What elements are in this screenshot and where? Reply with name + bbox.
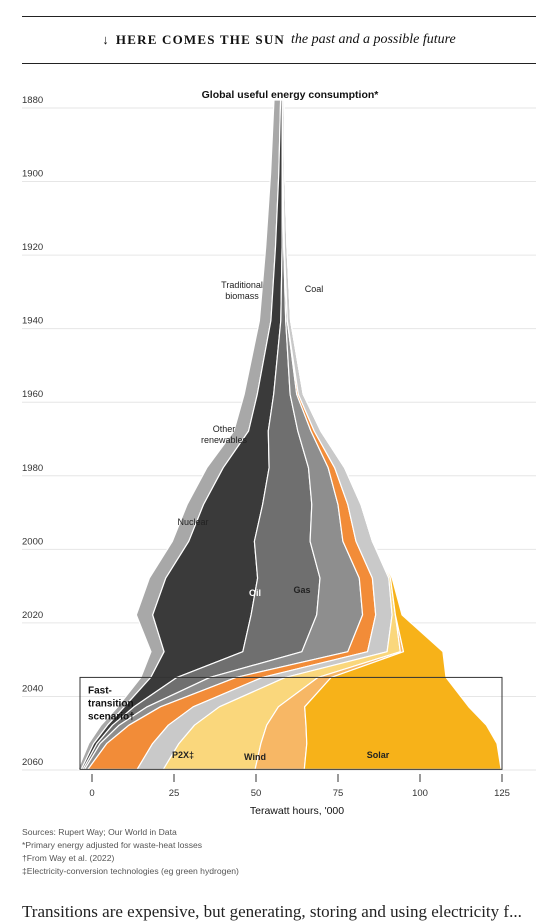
article-body-text: Transitions are expensive, but generatin… <box>22 902 522 921</box>
series-label-other-renewables: renewables <box>201 435 248 445</box>
year-label-1900: 1900 <box>22 169 43 180</box>
year-label-1980: 1980 <box>22 463 43 474</box>
x-axis-label: Terawatt hours, '000 <box>250 805 344 817</box>
series-label-traditional-biomass: Traditional <box>221 280 263 290</box>
year-label-1960: 1960 <box>22 389 43 400</box>
x-tick-label-125: 125 <box>494 788 510 799</box>
source-notes: Sources: Rupert Way; Our World in Data *… <box>22 826 239 878</box>
header-subtitle: the past and a possible future <box>291 32 456 47</box>
x-tick-label-25: 25 <box>169 788 180 799</box>
axis-layer: 1880 1900 1920 1940 1960 1980 2000 2020 2040 2060… <box>22 95 510 799</box>
series-label-coal: Coal <box>305 284 324 294</box>
footnote-1: *Primary energy adjusted for waste-heat … <box>22 840 203 850</box>
header-bar: ↓ HERE COMES THE SUN the past and a poss… <box>22 16 536 64</box>
x-tick-label-50: 50 <box>251 788 262 799</box>
year-label-1880: 1880 <box>22 95 43 106</box>
series-label-wind: Wind <box>244 752 266 762</box>
year-label-2000: 2000 <box>22 536 43 547</box>
series-label-nuclear: Nuclear <box>177 517 208 527</box>
series-label-oil: Oil <box>249 588 261 598</box>
sources-text: Sources: Rupert Way; Our World in Data <box>22 827 177 837</box>
x-tick-label-75: 75 <box>333 788 344 799</box>
x-tick-label-0: 0 <box>89 788 94 799</box>
series-label-gas: Gas <box>293 585 310 595</box>
series-label-traditional-biomass: biomass <box>225 291 259 301</box>
scenario-box <box>79 676 503 770</box>
year-label-1940: 1940 <box>22 316 43 327</box>
scenario-label-line: Fast- <box>88 685 112 696</box>
year-label-2040: 2040 <box>22 683 43 694</box>
area-layer <box>77 99 502 770</box>
header-kicker: HERE COMES THE SUN <box>115 32 286 47</box>
chart-title: Global useful energy consumption* <box>202 89 380 101</box>
year-label-2060: 2060 <box>22 757 43 768</box>
footnote-2: †From Way et al. (2022) <box>22 853 115 863</box>
year-label-1920: 1920 <box>22 242 43 253</box>
year-label-2020: 2020 <box>22 610 43 621</box>
x-tick-label-100: 100 <box>412 788 428 799</box>
down-arrow-icon: ↓ <box>102 32 110 47</box>
series-label-other-renewables: Other <box>213 424 236 434</box>
energy-chart: Fast-transition scenario† Traditionalbiom… <box>22 89 536 817</box>
scenario-box-layer: Fast-transition scenario† <box>79 676 503 770</box>
series-label-p2x-: P2X‡ <box>172 750 194 760</box>
scenario-label-line: scenario† <box>88 711 135 722</box>
series-label-solar: Solar <box>367 750 390 760</box>
footnote-3: ‡Electricity-conversion technologies (eg… <box>22 866 239 876</box>
scenario-label-line: transition <box>88 698 134 709</box>
